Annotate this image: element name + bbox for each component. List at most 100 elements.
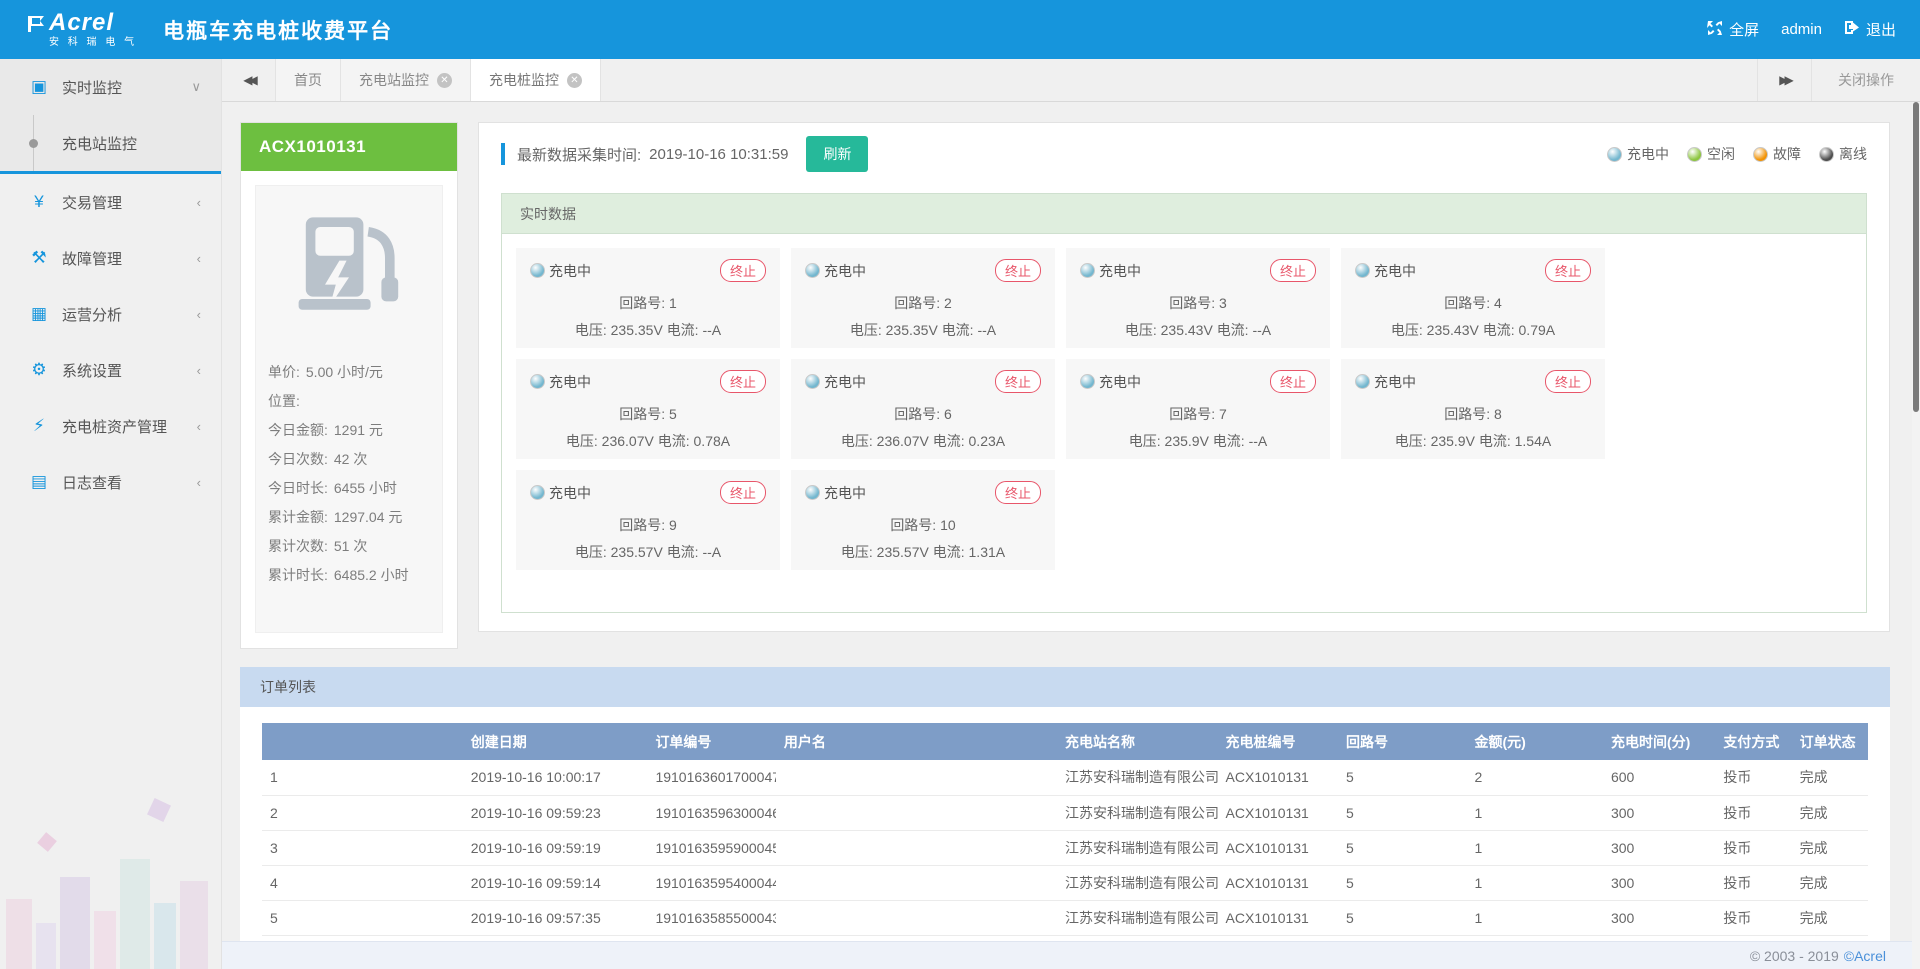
- tabs-scroll-right-button[interactable]: ▶▶: [1757, 59, 1811, 101]
- order-status: 完成: [1791, 795, 1868, 831]
- measurement-line: 电压: 235.57V 电流: 1.31A: [840, 544, 1006, 560]
- pay-method: 投币: [1715, 795, 1792, 831]
- circuit-line: 回路号: 9: [619, 517, 677, 533]
- row-index: 1: [262, 760, 463, 796]
- channel-status: 充电中: [805, 372, 866, 392]
- amount: 1: [1466, 795, 1603, 831]
- pile-info-card: ACX1010131 单价: 5.00: [240, 122, 458, 649]
- voltage-value: 236.07V: [876, 433, 929, 449]
- sidebar-item[interactable]: ⚡ 充电桩资产管理 ‹: [0, 398, 221, 454]
- charge-minutes: 300: [1602, 865, 1716, 901]
- sidebar-item-realtime-monitor[interactable]: ▣ 实时监控 ∨: [0, 59, 221, 115]
- fullscreen-button[interactable]: 全屏: [1707, 19, 1759, 40]
- circuit-line: 回路号: 8: [1444, 406, 1502, 422]
- charge-minutes: 300: [1602, 795, 1716, 831]
- created-date: 2019-10-16 09:59:23: [462, 795, 648, 831]
- channel-status: 充电中: [1355, 372, 1416, 392]
- realtime-monitor-panel: 最新数据采集时间: 2019-10-16 10:31:59 刷新 充电中 空闲: [478, 122, 1890, 632]
- tab-label: 充电桩监控: [489, 72, 559, 88]
- column-header: 支付方式: [1715, 723, 1792, 760]
- tabs-scroll-left-button[interactable]: ◀◀: [222, 59, 276, 101]
- current-value: --A: [977, 322, 997, 338]
- top-header: Acrel 安 科 瑞 电 气 电瓶车充电桩收费平台 全屏 admin 退出: [0, 0, 1920, 59]
- column-header: 充电时间(分): [1602, 723, 1716, 760]
- terminate-button[interactable]: 终止: [719, 370, 766, 393]
- logo-title: Acrel: [49, 9, 115, 36]
- stat-value: 6485.2 小时: [333, 567, 409, 583]
- close-operations-button[interactable]: 关闭操作: [1811, 59, 1920, 101]
- measurement-line: 电压: 235.9V 电流: 1.54A: [1394, 433, 1552, 449]
- sidebar-item-label: 运营分析: [62, 306, 123, 324]
- measurement-line: 电压: 235.43V 电流: 0.79A: [1390, 322, 1556, 338]
- amount: 2: [1466, 760, 1603, 796]
- close-icon[interactable]: ✕: [437, 72, 452, 88]
- terminate-button[interactable]: 终止: [994, 481, 1041, 504]
- scrollbar[interactable]: [1912, 102, 1920, 969]
- close-icon[interactable]: ✕: [567, 72, 582, 88]
- acrel-link[interactable]: ©Acrel: [1843, 947, 1886, 964]
- circuit-number: 7: [1218, 406, 1227, 422]
- tab[interactable]: 充电站监控 ✕: [341, 59, 471, 101]
- stat-label: 今日次数:: [268, 451, 328, 467]
- terminate-button[interactable]: 终止: [1269, 370, 1316, 393]
- status-orb-icon: [530, 263, 545, 278]
- station-name: 江苏安科瑞制造有限公司: [1056, 795, 1218, 831]
- amount: 1: [1466, 830, 1603, 866]
- channel-grid: 充电中 终止 回路号: 1 电压: 235.35V 电: [502, 234, 1866, 584]
- sidebar-item[interactable]: ▦ 运营分析 ‹: [0, 286, 221, 342]
- sidebar-group-realtime: ▣ 实时监控 ∨ 充电站监控: [0, 59, 221, 171]
- column-header: 订单状态: [1791, 723, 1868, 760]
- amount: 1: [1466, 865, 1603, 901]
- sidebar-item-station-monitor[interactable]: 充电站监控: [0, 115, 221, 171]
- stat-label: 今日金额:: [268, 422, 328, 438]
- stat-row: 单价: 5.00 小时/元: [268, 358, 430, 387]
- circuit-line: 回路号: 10: [890, 517, 956, 533]
- pile-card-body: 单价: 5.00 小时/元 位置: 今日金额: 1291 元 今日次数: 42 次: [255, 185, 443, 633]
- pile-id-header: ACX1010131: [241, 123, 457, 171]
- circuit-number: 8: [1493, 406, 1502, 422]
- legend-item: 故障: [1753, 144, 1801, 164]
- sidebar-item-label: 故障管理: [62, 250, 123, 268]
- created-date: 2019-10-16 10:00:17: [462, 760, 648, 796]
- terminate-button[interactable]: 终止: [719, 481, 766, 504]
- tab[interactable]: 首页: [276, 59, 341, 101]
- tab[interactable]: 充电桩监控 ✕: [471, 59, 601, 101]
- username[interactable]: admin: [1781, 21, 1822, 38]
- stat-label: 累计金额:: [268, 509, 328, 525]
- circuit-number: 5: [1337, 865, 1467, 901]
- channel-status-label: 充电中: [1374, 262, 1416, 279]
- terminate-button[interactable]: 终止: [1269, 259, 1316, 282]
- sidebar-item[interactable]: ⚒ 故障管理 ‹: [0, 230, 221, 286]
- terminate-button[interactable]: 终止: [719, 259, 766, 282]
- sidebar-item[interactable]: ¥ 交易管理 ‹: [0, 174, 221, 230]
- logout-label: 退出: [1865, 22, 1896, 39]
- collect-time-label: 最新数据采集时间:: [517, 146, 642, 164]
- column-header: 充电桩编号: [1217, 723, 1338, 760]
- terminate-button[interactable]: 终止: [994, 259, 1041, 282]
- current-value: --A: [1248, 433, 1268, 449]
- channel-card: 充电中 终止 回路号: 4 电压: 235.43V 电: [1341, 248, 1605, 348]
- sidebar-item[interactable]: ⚙ 系统设置 ‹: [0, 342, 221, 398]
- sidebar-item[interactable]: ▤ 日志查看 ‹: [0, 454, 221, 510]
- created-date: 2019-10-16 09:59:19: [462, 830, 648, 866]
- stat-value: 5.00 小时/元: [305, 364, 383, 380]
- refresh-button[interactable]: 刷新: [806, 136, 869, 172]
- voltage-value: 235.35V: [885, 322, 938, 338]
- menu-icon: ⚒: [31, 248, 47, 267]
- acrel-logo: Acrel 安 科 瑞 电 气: [26, 11, 137, 48]
- logout-button[interactable]: 退出: [1844, 19, 1896, 40]
- circuit-number: 4: [1493, 295, 1502, 311]
- channel-status: 充电中: [530, 483, 591, 503]
- pay-method: 投币: [1715, 865, 1792, 901]
- header-actions: 全屏 admin 退出: [1707, 19, 1896, 40]
- terminate-button[interactable]: 终止: [1544, 259, 1591, 282]
- scrollbar-thumb[interactable]: [1913, 102, 1919, 412]
- order-number: 1910163601700047: [647, 760, 776, 796]
- channel-status-label: 充电中: [549, 484, 591, 501]
- status-orb-icon: [805, 485, 820, 500]
- logo-subtitle: 安 科 瑞 电 气: [49, 37, 138, 48]
- terminate-button[interactable]: 终止: [994, 370, 1041, 393]
- channel-card: 充电中 终止 回路号: 7 电压: 235.9V 电流: [1066, 359, 1330, 459]
- status-orb-icon: [1687, 146, 1702, 162]
- terminate-button[interactable]: 终止: [1544, 370, 1591, 393]
